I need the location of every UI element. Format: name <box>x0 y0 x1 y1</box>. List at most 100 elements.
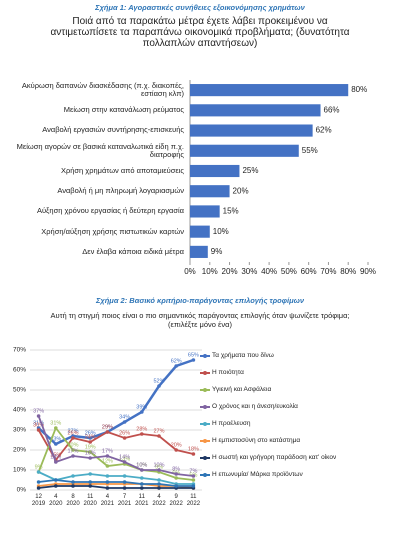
point <box>122 436 127 440</box>
legend-entry: Η εμπιστοσύνη στο κατάστημα <box>212 437 301 444</box>
point <box>71 484 75 488</box>
legend-marker <box>203 439 207 443</box>
point <box>54 484 58 488</box>
bar <box>190 164 240 178</box>
bar <box>190 84 349 97</box>
value-label: 31% <box>50 420 61 426</box>
x-tick-label: 9 2022 <box>169 494 183 507</box>
value-label: 20% <box>233 186 249 195</box>
legend-marker <box>203 371 207 375</box>
point <box>36 428 41 432</box>
point <box>140 486 144 490</box>
x-tick-label: 20% <box>222 267 238 276</box>
point <box>88 456 92 460</box>
chart-title: Σχήμα 2: Βασικό κριτήριο-παράγοντας επιλ… <box>95 296 305 305</box>
point <box>88 484 92 488</box>
point <box>105 474 110 478</box>
x-tick-label: 50% <box>281 267 297 276</box>
bar <box>190 225 210 238</box>
point <box>191 452 196 456</box>
point <box>191 474 196 478</box>
point <box>54 426 58 430</box>
value-label: 26% <box>119 430 130 436</box>
point <box>36 470 41 474</box>
point <box>71 436 75 440</box>
bar <box>190 104 321 117</box>
point <box>140 410 144 414</box>
bar <box>190 205 220 218</box>
y-tick-label: 50% <box>13 387 26 394</box>
point <box>71 474 75 478</box>
value-label: 10% <box>153 462 164 468</box>
value-label: 66% <box>324 105 340 114</box>
value-label: 13% <box>119 456 130 462</box>
point <box>71 448 75 452</box>
value-label: 19% <box>85 444 96 450</box>
value-label: 17% <box>67 448 78 454</box>
point <box>157 434 161 438</box>
point <box>140 432 144 436</box>
legend-entry: Η σωστή και γρήγορη παράδοση κατ' οίκον <box>212 454 337 461</box>
point <box>140 476 144 480</box>
x-tick-label: 90% <box>360 267 376 276</box>
value-label: 7% <box>189 468 197 474</box>
x-tick-label: 11 2020 <box>83 494 97 507</box>
point <box>88 480 92 484</box>
y-tick-label: 20% <box>13 447 26 454</box>
value-label: 39% <box>136 404 147 410</box>
value-label: 37% <box>33 408 44 414</box>
legend-entry: Η ποιότητα <box>212 369 244 376</box>
series-line <box>38 479 194 487</box>
value-label: 62% <box>171 358 182 364</box>
value-label: 34% <box>119 414 130 420</box>
bar <box>190 185 230 198</box>
value-label: 14% <box>119 454 130 460</box>
legend-marker <box>203 473 207 477</box>
point <box>105 454 110 458</box>
x-tick-label: 4 2021 <box>100 494 115 507</box>
chart-subtitle: Αυτή τη στιγμή ποιος είναι ο πιο σημαντι… <box>50 311 350 329</box>
point <box>174 364 178 368</box>
value-label: 23% <box>50 436 61 442</box>
y-tick-label: 70% <box>13 347 26 354</box>
category-label: Αύξηση χρόνου εργασίας ή δεύτερη εργασία <box>36 206 184 216</box>
x-tick-label: 11 2022 <box>186 494 201 507</box>
value-label: 52% <box>153 378 164 384</box>
value-label: 14% <box>50 454 61 460</box>
series-line <box>37 415 194 477</box>
category-label: Μείωση αγορών σε βασικά καταναλωτικά είδ… <box>16 141 184 159</box>
value-label: 30% <box>33 422 44 428</box>
legend-marker <box>203 456 207 460</box>
bar <box>190 144 299 157</box>
value-label: 55% <box>302 146 318 155</box>
legend-marker <box>203 405 207 409</box>
value-label: 25% <box>242 166 258 175</box>
point <box>157 384 161 388</box>
bar <box>190 124 313 137</box>
value-label: 15% <box>50 452 61 458</box>
value-label: 26% <box>67 430 78 436</box>
legend-marker <box>203 388 207 392</box>
value-label: 27% <box>153 428 164 434</box>
point <box>54 478 58 482</box>
x-tick-label: 0% <box>184 267 196 276</box>
point <box>71 480 75 484</box>
value-label: 26% <box>85 430 96 436</box>
x-tick-label: 30% <box>241 267 257 276</box>
category-label: Μείωση στην κατανάλωση ρεύματος <box>63 105 184 115</box>
point <box>122 460 127 464</box>
y-tick-label: 60% <box>13 367 26 374</box>
point <box>88 436 92 440</box>
y-tick-label: 10% <box>13 467 26 474</box>
point <box>157 468 161 472</box>
value-label: 28% <box>136 426 147 432</box>
x-tick-label: 70% <box>320 267 336 276</box>
value-label: 24% <box>85 434 96 440</box>
y-tick-label: 0% <box>17 487 27 494</box>
value-label: 15% <box>223 207 239 216</box>
point <box>174 448 178 452</box>
value-label: 62% <box>316 126 332 135</box>
x-tick-label: 10% <box>202 267 218 276</box>
